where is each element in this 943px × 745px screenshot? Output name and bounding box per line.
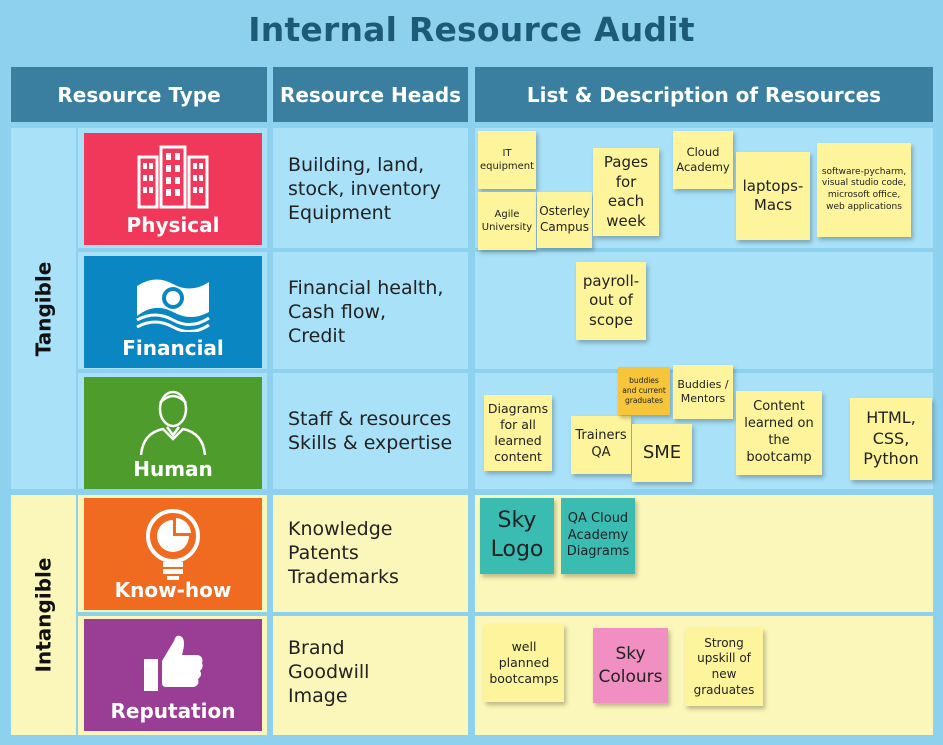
page-title: Internal Resource Audit <box>248 10 695 49</box>
tile-knowhow: Know-how <box>84 498 262 610</box>
sticky-note: IT equipment <box>478 131 536 189</box>
lightbulb-icon <box>146 509 200 580</box>
sticky-note: Diagrams for all learned content <box>484 395 552 471</box>
head-line: Knowledge <box>288 518 393 540</box>
sticky-note: Sky Colours <box>593 628 668 703</box>
sticky-note: Content learned on the bootcamp <box>736 391 822 475</box>
header-list-description: List & Description of Resources <box>475 67 933 122</box>
tile-human: Human <box>84 377 262 489</box>
header-resource-type: Resource Type <box>11 67 267 122</box>
sticky-note: SME <box>632 424 692 482</box>
tile-label-physical: Physical <box>126 213 220 237</box>
sticky-note: Buddies / Mentors <box>673 365 733 419</box>
sticky-note: laptops-Macs <box>736 152 810 240</box>
head-line: Financial health, <box>288 277 444 299</box>
heads-cell-physical <box>273 128 468 248</box>
tile-label-human: Human <box>133 457 213 481</box>
thumbs-up-icon <box>144 635 203 691</box>
group-tangible-label: Tangible <box>31 261 56 356</box>
group-intangible: Intangible <box>11 495 76 735</box>
head-line: Trademarks <box>288 566 399 588</box>
head-line: Staff & resources <box>288 408 452 430</box>
tile-reputation: Reputation <box>84 619 262 731</box>
sticky-note: payroll-out of scope <box>576 262 646 340</box>
tile-financial: Financial <box>84 256 262 368</box>
head-line: Cash flow, <box>288 301 387 323</box>
head-line: Goodwill <box>288 661 370 683</box>
sticky-note: well planned bootcamps <box>484 624 564 702</box>
tile-physical: Physical <box>84 133 262 245</box>
sticky-note: buddies and current graduates <box>618 367 670 415</box>
group-tangible: Tangible <box>11 128 76 489</box>
head-line: Image <box>288 685 348 707</box>
heads-cell-reputation <box>273 616 468 735</box>
money-icon <box>136 279 210 332</box>
sticky-note: Trainers QA <box>571 416 631 474</box>
head-line: Brand <box>288 637 345 659</box>
sticky-note: HTML, CSS, Python <box>850 398 932 480</box>
heads-human: Staff & resources Skills & expertise <box>288 407 452 455</box>
sticky-note: software-pycharm, visual studio code, mi… <box>817 143 911 237</box>
sticky-note: QA Cloud Academy Diagrams <box>561 498 635 574</box>
heads-cell-human <box>273 373 468 489</box>
head-line: Skills & expertise <box>288 432 453 454</box>
sticky-note: Cloud Academy <box>673 131 733 189</box>
head-line: Credit <box>288 325 346 347</box>
head-line: Building, land, <box>288 154 425 176</box>
sticky-note: Sky Logo <box>480 498 554 574</box>
tile-label-financial: Financial <box>122 336 224 360</box>
sticky-note: Strong upskill of new graduates <box>685 628 763 706</box>
list-cell-financial <box>475 252 933 369</box>
heads-reputation: Brand Goodwill Image <box>288 636 369 708</box>
building-icon <box>137 145 209 209</box>
head-line: Patents <box>288 542 359 564</box>
sticky-note: Agile University <box>478 192 536 250</box>
head-line: stock, inventory <box>288 178 441 200</box>
head-line: Equipment <box>288 202 392 224</box>
header-resource-heads: Resource Heads <box>273 67 468 122</box>
tile-label-reputation: Reputation <box>110 699 236 723</box>
heads-financial: Financial health, Cash flow, Credit <box>288 276 443 348</box>
heads-cell-financial <box>273 252 468 369</box>
person-icon <box>139 390 207 456</box>
sticky-note: Osterley Campus <box>537 192 592 248</box>
heads-knowhow: Knowledge Patents Trademarks <box>288 517 399 589</box>
heads-cell-knowhow <box>273 495 468 612</box>
sticky-note: Pages for each week <box>593 148 659 236</box>
heads-physical: Building, land, stock, inventory Equipme… <box>288 153 441 225</box>
tile-label-knowhow: Know-how <box>114 578 232 602</box>
group-intangible-label: Intangible <box>31 557 56 673</box>
